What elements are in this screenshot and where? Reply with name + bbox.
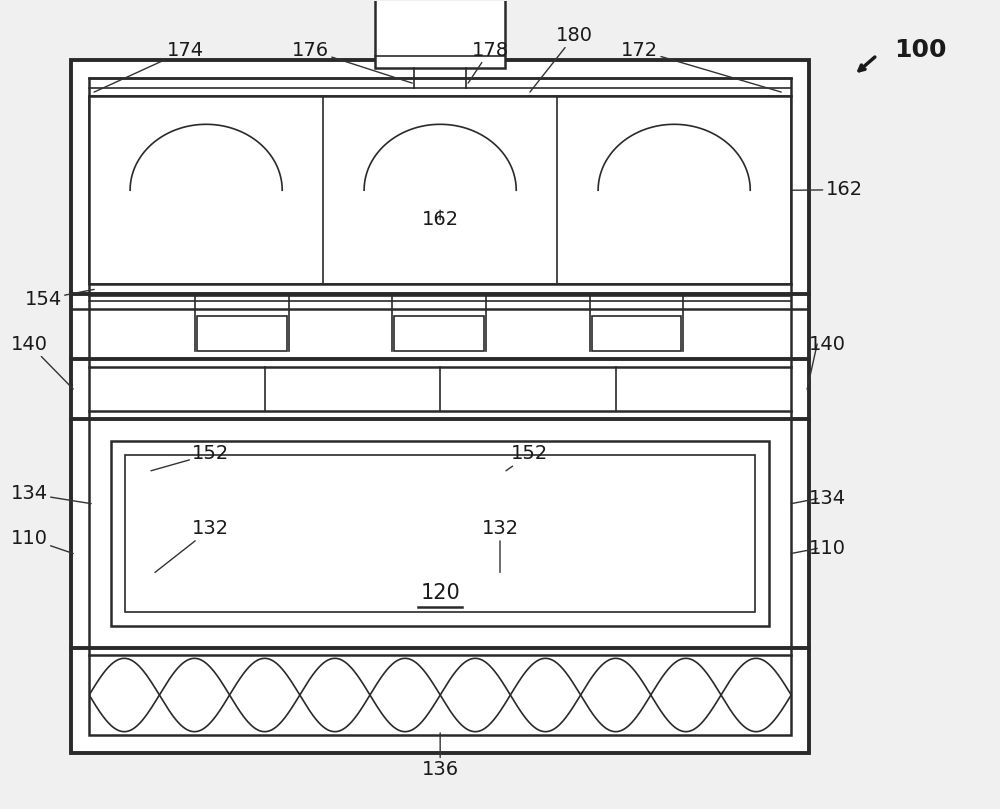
Text: 152: 152 [151,444,229,471]
Text: 136: 136 [422,733,459,779]
Text: 152: 152 [506,444,549,471]
Text: 154: 154 [25,290,94,309]
Bar [394,316,484,351]
Text: 140: 140 [809,335,846,354]
Bar [89,78,791,735]
Text: 180: 180 [530,26,593,92]
Text: 132: 132 [155,519,229,573]
Text: 162: 162 [422,210,459,229]
Bar [89,96,791,285]
Text: 190: 190 [0,808,1,809]
Bar [111,441,769,626]
Bar [125,455,755,612]
Text: 110: 110 [11,529,73,553]
Text: 110: 110 [809,539,846,558]
Text: 132: 132 [481,519,519,573]
Text: 176: 176 [292,40,412,83]
Bar [197,316,287,351]
Text: 134: 134 [11,485,91,504]
Text: 162: 162 [791,180,863,199]
Text: 134: 134 [809,489,846,508]
Text: 174: 174 [94,40,204,92]
Bar [71,60,809,753]
Text: 120: 120 [420,583,460,604]
Text: 172: 172 [621,40,781,92]
Bar [375,0,505,68]
Text: 140: 140 [11,335,73,389]
Text: 100: 100 [894,38,946,62]
Bar [592,316,681,351]
Text: 178: 178 [468,40,509,83]
